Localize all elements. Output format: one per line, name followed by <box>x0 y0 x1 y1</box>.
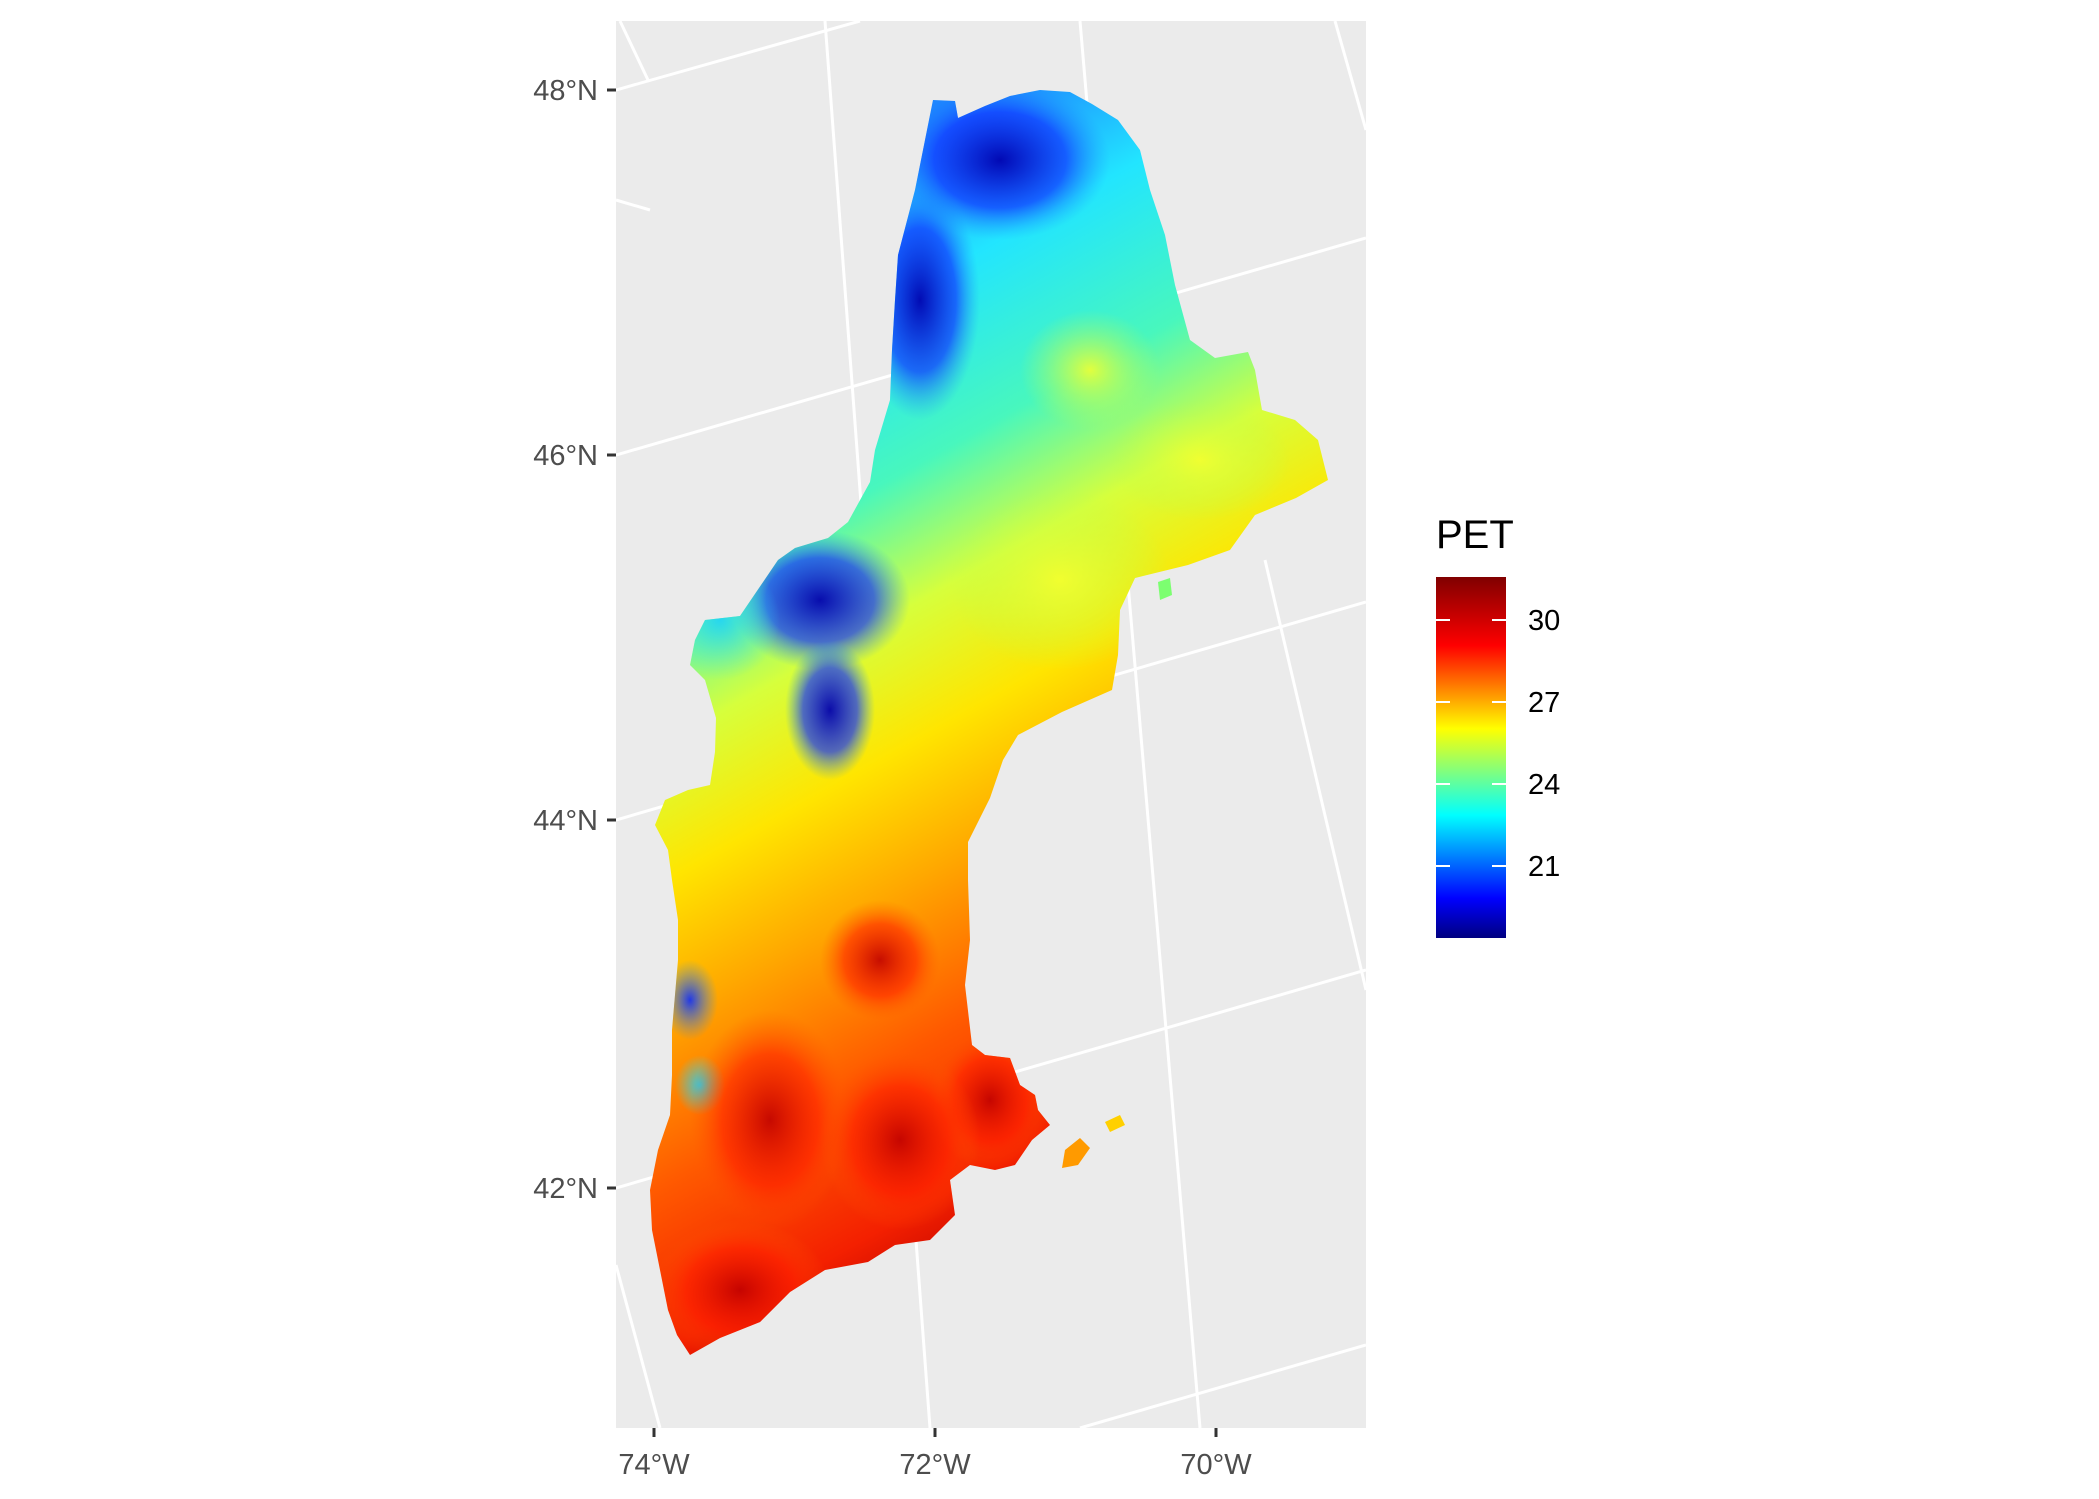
legend-label-21: 21 <box>1528 851 1560 883</box>
legend-label-27: 27 <box>1528 687 1560 719</box>
pet-raster <box>650 90 1328 1355</box>
lon-label-72: 72°W <box>899 1449 971 1481</box>
lon-label-74: 74°W <box>618 1449 690 1481</box>
legend-title: PET <box>1436 513 1514 557</box>
lat-label-44: 44°N <box>533 805 598 837</box>
island-small <box>1105 1115 1125 1132</box>
lon-label-70: 70°W <box>1180 1449 1252 1481</box>
legend-label-24: 24 <box>1528 769 1560 801</box>
lat-label-42: 42°N <box>533 1173 598 1205</box>
island-cape <box>1062 1138 1090 1168</box>
island-east <box>1158 578 1172 600</box>
colorbar <box>1436 577 1506 938</box>
legend-label-30: 30 <box>1528 605 1560 637</box>
legend: PET 30 27 24 21 <box>1436 513 1560 938</box>
latitude-axis: 48°N 46°N 44°N 42°N <box>533 75 616 1205</box>
lat-label-46: 46°N <box>533 440 598 472</box>
longitude-axis: 74°W 72°W 70°W <box>618 1428 1252 1481</box>
lat-label-48: 48°N <box>533 75 598 107</box>
